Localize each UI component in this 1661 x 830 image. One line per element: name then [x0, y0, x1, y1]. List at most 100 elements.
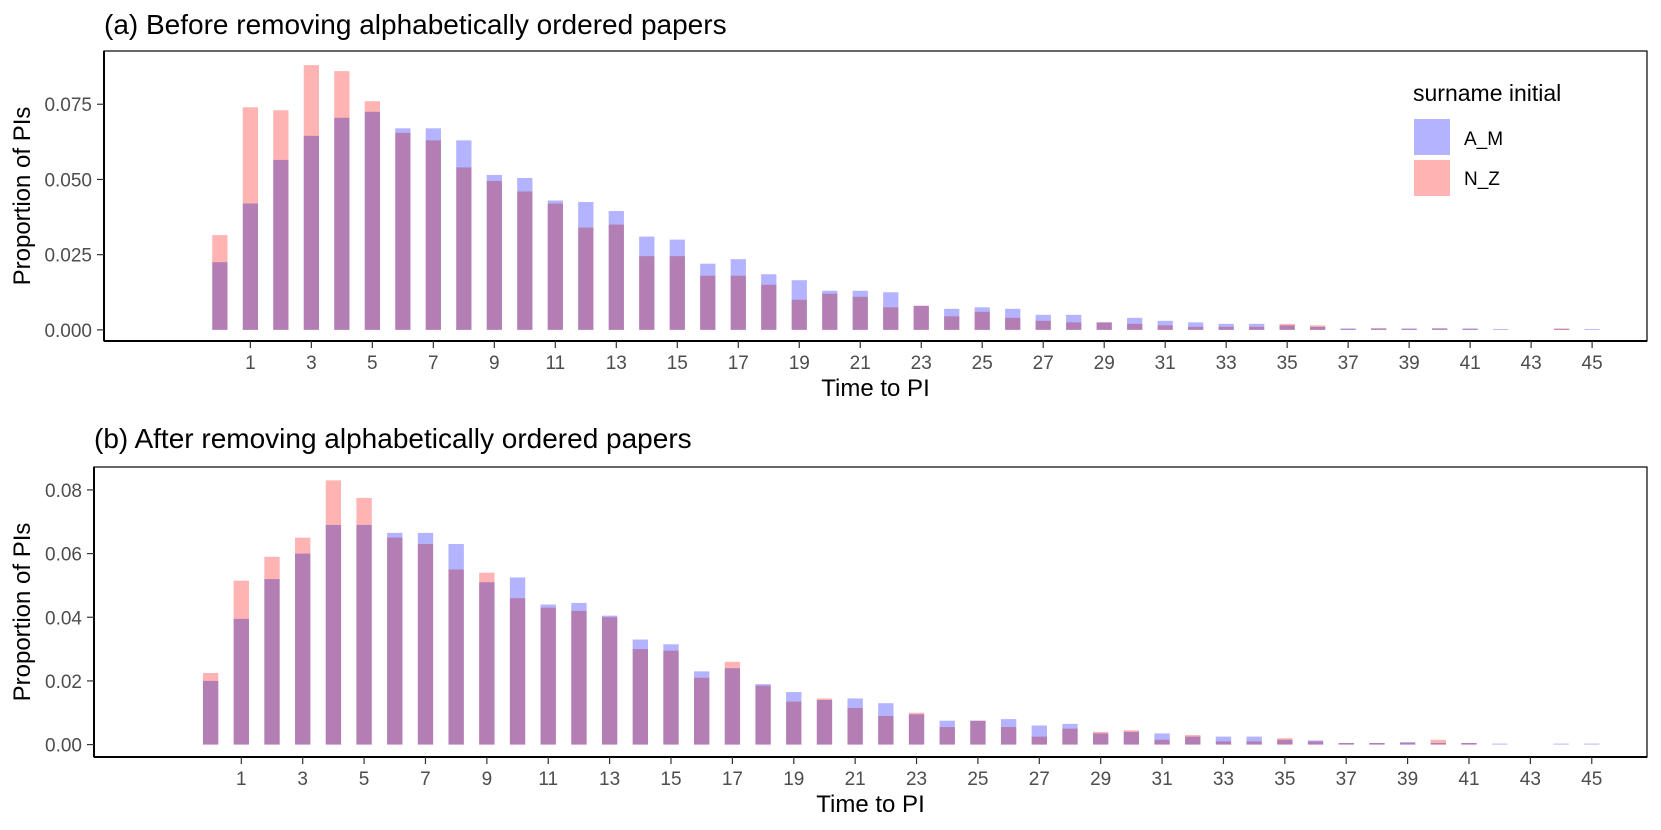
bar-n-z-x1: [233, 580, 249, 745]
bar-n-z-x20: [816, 698, 833, 745]
bar-n-z-x1: [242, 107, 258, 330]
panel-a-x-tick-label-3: 3: [306, 353, 317, 374]
panel-a-x-tick-label-23: 23: [911, 353, 932, 374]
bar-n-z-x24: [939, 727, 955, 745]
panel-a-x-tick-label-35: 35: [1277, 353, 1298, 374]
bar-n-z-x34: [1246, 741, 1262, 745]
bar-n-z-x5: [356, 497, 372, 745]
panel-b-x-tick-label-9: 9: [482, 769, 493, 790]
bar-n-z-x30: [1123, 730, 1140, 745]
panel-b-x-tick-label-29: 29: [1090, 769, 1111, 790]
bar-n-z-x7: [417, 544, 434, 745]
bar-n-z-x31: [1157, 325, 1173, 330]
panel-b-x-tick-label-25: 25: [967, 769, 988, 790]
panel-b-x-tick-label-43: 43: [1520, 769, 1541, 790]
panel-b-x-tick-label-45: 45: [1581, 769, 1602, 790]
bar-n-z-x25: [970, 720, 986, 745]
bar-n-z-x37: [1338, 742, 1354, 745]
bar-n-z-x17: [724, 661, 741, 745]
bar-n-z-x32: [1188, 326, 1204, 330]
bar-a-m-x31: [1157, 320, 1173, 330]
bar-n-z-x39: [1401, 328, 1417, 330]
bar-n-z-x9: [479, 572, 495, 745]
bar-a-m-x34: [1246, 736, 1262, 745]
bar-a-m-x32: [1188, 322, 1204, 330]
legend-swatch-n-z: [1414, 160, 1450, 196]
bar-n-z-x38: [1371, 328, 1387, 330]
panel-b-x-tick-label-7: 7: [420, 769, 431, 790]
panel-b-x-tick-label-23: 23: [906, 769, 927, 790]
panel-a-x-tick-label-45: 45: [1582, 353, 1603, 374]
bar-n-z-x25: [974, 311, 990, 330]
panel-b-x-tick-label-31: 31: [1152, 769, 1173, 790]
bar-n-z-x20: [822, 293, 838, 330]
panel-b-x-tick-label-41: 41: [1458, 769, 1479, 790]
bar-n-z-x11: [547, 203, 563, 330]
panel-b-x-tick-label-27: 27: [1029, 769, 1050, 790]
bar-n-z-x18: [755, 685, 771, 745]
bar-n-z-x7: [425, 140, 441, 330]
bar-n-z-x16: [700, 275, 716, 330]
bar-n-z-x10: [517, 191, 533, 330]
bar-n-z-x33: [1215, 741, 1232, 745]
bar-n-z-x29: [1096, 322, 1112, 330]
bar-n-z-x14: [632, 649, 648, 745]
bar-n-z-x2: [273, 110, 289, 330]
bar-n-z-x10: [509, 598, 526, 745]
panel-b-x-tick-label-35: 35: [1274, 769, 1295, 790]
panel-b-x-tick-label-33: 33: [1213, 769, 1234, 790]
bar-n-z-x8: [448, 569, 464, 745]
bar-n-z-x14: [639, 256, 655, 330]
bar-n-z-x19: [791, 299, 807, 330]
bar-n-z-x41: [1462, 328, 1478, 330]
legend-label-a-m: A_M: [1464, 129, 1503, 150]
bar-n-z-x27: [1035, 320, 1051, 330]
bar-n-z-x3: [295, 537, 311, 745]
panel-a-x-tick-label-17: 17: [728, 353, 749, 374]
bar-n-z-x36: [1310, 325, 1326, 330]
bar-n-z-x24: [944, 316, 960, 330]
panel-b-y-tick-label-0-04: 0.04: [45, 608, 82, 629]
bar-n-z-x11: [540, 607, 556, 745]
panel-a-x-tick-label-29: 29: [1094, 353, 1115, 374]
panel-b-y-axis-title: Proportion of PIs: [9, 523, 36, 702]
bar-n-z-x36: [1307, 741, 1324, 745]
bar-a-m-x42: [1493, 328, 1509, 330]
bar-n-z-x6: [387, 537, 403, 745]
bar-a-m-x44: [1553, 743, 1569, 745]
bar-n-z-x37: [1340, 328, 1356, 330]
panel-a-y-axis-title: Proportion of PIs: [9, 107, 36, 286]
bar-n-z-x28: [1066, 322, 1082, 330]
bar-n-z-x21: [847, 707, 863, 745]
bar-n-z-x13: [608, 224, 624, 330]
bar-n-z-x8: [456, 167, 472, 330]
legend: surname initial A_M N_Z: [1413, 80, 1561, 196]
bar-n-z-x5: [364, 101, 380, 330]
bar-n-z-x44: [1553, 328, 1570, 330]
bar-n-z-x18: [761, 284, 777, 330]
bar-n-z-x39: [1399, 742, 1416, 745]
bar-n-z-x22: [883, 307, 899, 330]
bar-n-z-x40: [1432, 328, 1448, 330]
panel-a-x-tick-label-39: 39: [1399, 353, 1420, 374]
bar-a-m-x33: [1215, 736, 1232, 745]
bar-n-z-x34: [1249, 326, 1265, 330]
panel-b-x-tick-label-13: 13: [599, 769, 620, 790]
panel-b-x-tick-label-11: 11: [538, 769, 558, 790]
bar-n-z-x23: [913, 305, 929, 330]
panel-b-y-tick-label-0-02: 0.02: [45, 672, 82, 693]
panel-b: (b) After removing alphabetically ordere…: [9, 423, 1648, 818]
panel-a-axes: 1 3 5 7 9 11 13 15 17 19 21 23 25 27 29 31 33 35 37 39 41 43 4…: [44, 50, 1648, 374]
bar-n-z-x35: [1279, 323, 1295, 330]
bar-n-z-x2: [264, 556, 280, 745]
panel-a-x-tick-label-31: 31: [1155, 353, 1176, 374]
bar-n-z-x15: [669, 256, 685, 330]
panel-a-x-axis-title: Time to PI: [821, 375, 929, 402]
panel-a-x-tick-label-27: 27: [1033, 353, 1054, 374]
bar-n-z-x27: [1031, 736, 1047, 745]
panel-a-bars: [212, 65, 1600, 330]
panel-a-x-tick-label-41: 41: [1460, 353, 1481, 374]
panel-a-x-tick-label-1: 1: [245, 353, 256, 374]
legend-title: surname initial: [1413, 80, 1561, 106]
bar-n-z-x17: [730, 275, 746, 330]
